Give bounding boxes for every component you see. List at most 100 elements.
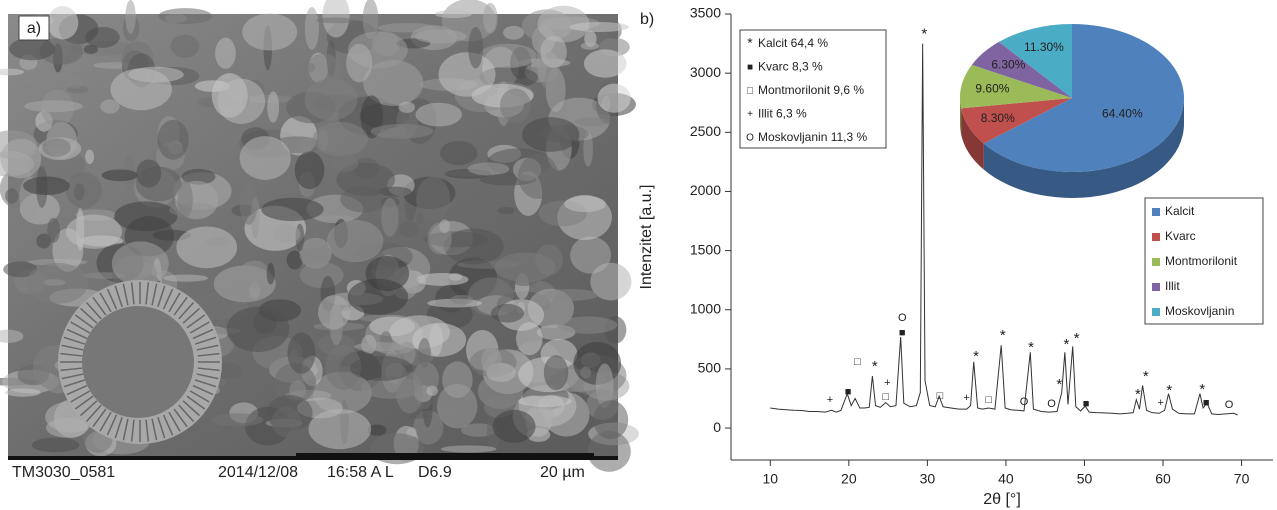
sem-grain <box>503 25 525 40</box>
sem-grain <box>217 78 266 124</box>
scale-bar <box>296 453 594 458</box>
sem-fossil-rib <box>122 418 129 441</box>
legend-label: Kalcit <box>1165 204 1195 218</box>
y-tick-label: 0 <box>713 419 721 435</box>
sem-grain <box>0 329 24 343</box>
sem-fossil-rib <box>99 292 112 313</box>
sem-grain <box>315 17 356 24</box>
sem-fossil-rib <box>196 344 219 351</box>
peak-marker: * <box>1000 327 1006 344</box>
sem-grain <box>181 168 216 185</box>
sem-grain <box>443 228 504 265</box>
sem-grain <box>266 262 275 285</box>
sem-grain <box>24 100 83 113</box>
sem-grain <box>128 66 184 83</box>
sem-grain <box>414 29 467 44</box>
sem-fossil-rib <box>162 288 174 310</box>
sem-image <box>0 0 639 472</box>
sem-fossil-rib <box>192 384 214 396</box>
sem-grain <box>440 445 497 453</box>
sem-grain <box>26 262 89 304</box>
y-tick-label: 3500 <box>690 5 721 21</box>
sem-grain <box>273 363 317 403</box>
legend-label: Moskovljanin <box>1165 304 1234 318</box>
sem-grain <box>492 409 536 443</box>
sem-grain <box>580 366 592 379</box>
sem-grain <box>239 260 270 289</box>
sem-fossil-rib <box>61 344 84 351</box>
sem-grain <box>583 131 593 167</box>
sem-grain <box>369 316 416 337</box>
sem-grain <box>125 0 136 34</box>
sem-fossil-rib <box>66 328 88 340</box>
y-tick-label: 1000 <box>690 300 721 316</box>
pie-slice <box>983 24 1184 172</box>
phase-legend-symbol: * <box>747 35 753 51</box>
sem-grain <box>442 361 473 399</box>
sem-grain <box>271 406 302 438</box>
sem-grain <box>580 42 599 50</box>
pie-value-label: 6.30% <box>991 57 1025 71</box>
sem-grain <box>490 303 524 323</box>
image-caption: 2014/12/08 <box>218 464 298 481</box>
sem-fossil-rib <box>70 321 91 334</box>
sem-grain <box>370 123 434 139</box>
sem-fossil-rib <box>168 292 181 313</box>
sem-fossil-rib <box>99 411 112 432</box>
sem-grain <box>593 400 629 440</box>
pie-side <box>983 98 1184 199</box>
sem-fossil-rib <box>80 307 98 324</box>
sem-grain <box>101 169 139 182</box>
sem-grain <box>570 236 612 274</box>
peak-marker: O <box>898 312 907 324</box>
legend-label: Illit <box>1165 279 1180 293</box>
sem-grain <box>518 153 559 199</box>
sem-grain <box>499 88 531 123</box>
pie-side <box>960 98 962 135</box>
peak-marker: * <box>872 358 878 375</box>
sem-fossil-rib <box>157 285 166 308</box>
sem-grain <box>286 250 303 270</box>
sem-grain <box>438 52 496 97</box>
sem-grain <box>494 252 556 282</box>
x-tick-label: 50 <box>1077 471 1093 487</box>
sem-grain <box>31 437 80 453</box>
sem-grain <box>111 241 169 286</box>
x-tick-label: 30 <box>920 471 936 487</box>
sem-grain <box>377 23 439 33</box>
sem-grain <box>22 176 70 196</box>
y-tick-label: 2000 <box>690 182 721 198</box>
sem-grain <box>9 37 56 61</box>
sem-grain <box>163 274 209 282</box>
sem-grain <box>362 0 379 40</box>
sem-grain <box>45 417 89 438</box>
sem-grain <box>215 37 236 69</box>
pie-slice <box>998 24 1072 98</box>
sem-grain <box>583 49 627 78</box>
legend-swatch <box>1152 258 1160 266</box>
sem-grain <box>590 262 632 301</box>
peak-marker: ■ <box>1203 397 1210 409</box>
sem-grain <box>136 159 162 188</box>
sem-grain <box>272 224 301 244</box>
sem-fossil-rib <box>70 390 91 403</box>
sem-grain <box>36 233 52 249</box>
sem-grain <box>537 5 590 43</box>
sem-grain <box>497 206 515 215</box>
sem-grain <box>367 424 387 436</box>
y-tick-label: 500 <box>698 360 722 376</box>
sem-fossil-rib <box>197 352 220 357</box>
peak-marker: * <box>1056 376 1062 393</box>
sem-fossil-rib <box>186 395 206 410</box>
sem-grain <box>434 10 472 19</box>
phase-legend-label: Kalcit 64,4 % <box>758 36 828 50</box>
sem-grain <box>468 26 484 69</box>
sem-fossil-rib <box>60 352 83 357</box>
sem-grain <box>350 355 413 381</box>
peak-marker: + <box>827 394 833 406</box>
sem-grain <box>299 237 332 269</box>
sem-fossil-rib <box>196 373 219 380</box>
sem-fossil-rib <box>194 379 217 388</box>
legend-swatch <box>1152 283 1160 291</box>
image-caption: 20 µm <box>540 464 585 481</box>
